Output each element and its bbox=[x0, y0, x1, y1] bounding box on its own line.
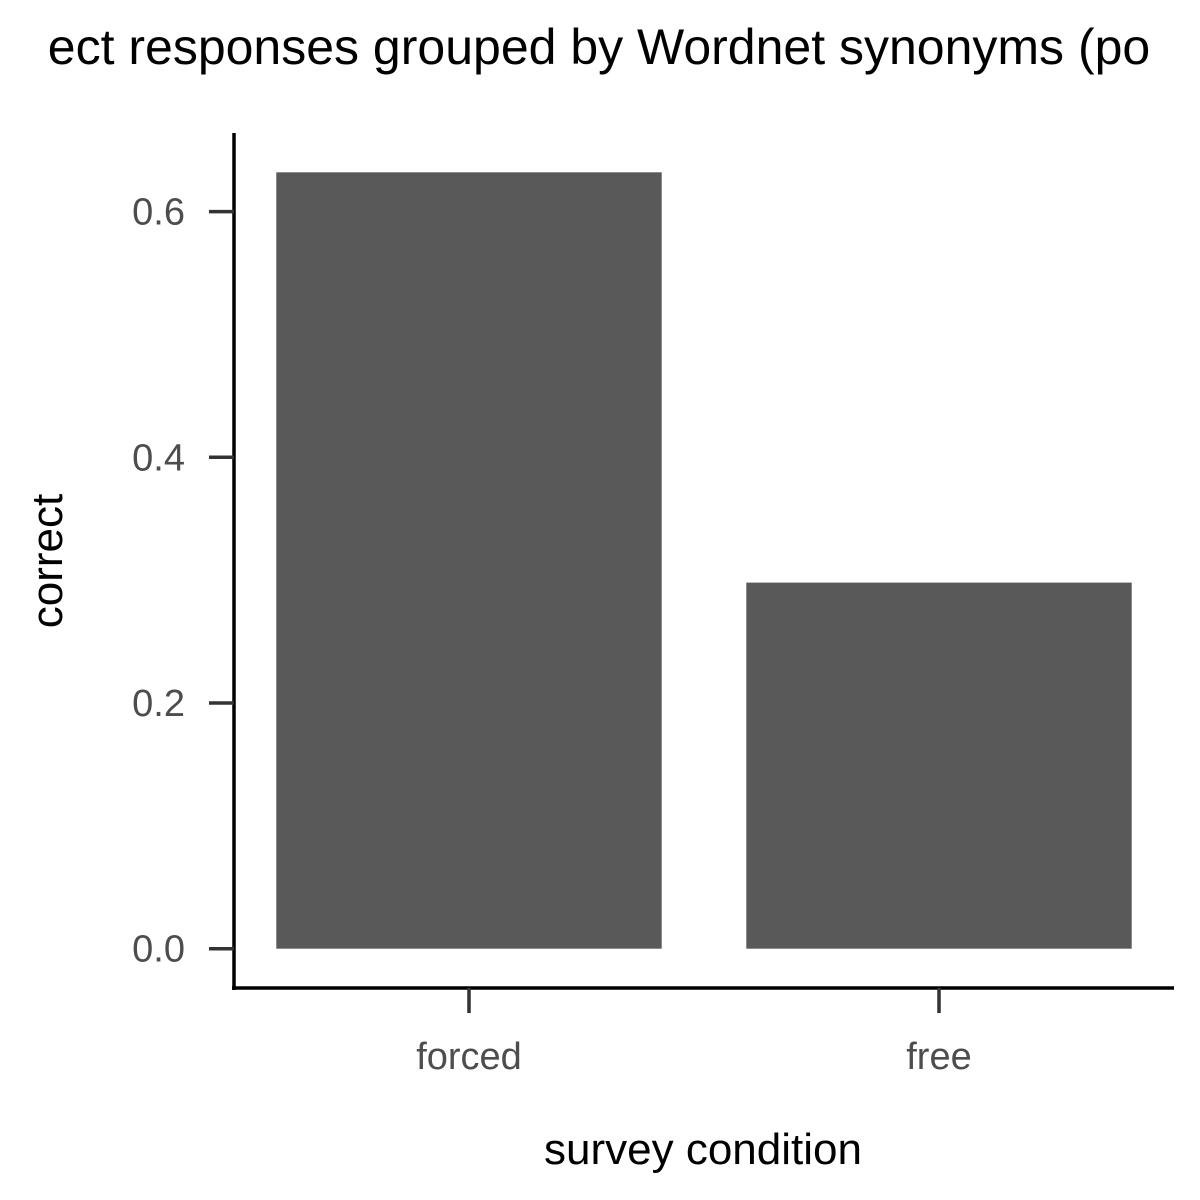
y-axis-ticks: 0.0 0.2 0.4 0.6 bbox=[132, 192, 234, 971]
bar-forced bbox=[276, 172, 662, 949]
bars bbox=[276, 172, 1132, 949]
x-tick-label-free: free bbox=[906, 1036, 971, 1078]
y-tick-label: 0.6 bbox=[132, 192, 185, 234]
x-tick-label-forced: forced bbox=[416, 1036, 522, 1078]
x-axis-ticks: forced free bbox=[416, 988, 972, 1078]
x-axis-title: survey condition bbox=[544, 1125, 862, 1174]
y-tick-label: 0.2 bbox=[132, 683, 185, 725]
chart-title: ect responses grouped by Wordnet synonym… bbox=[48, 19, 1150, 75]
y-tick-label: 0.4 bbox=[132, 437, 185, 479]
y-axis-title: correct bbox=[23, 494, 72, 628]
y-tick-label: 0.0 bbox=[132, 929, 185, 971]
bar-free bbox=[746, 582, 1132, 949]
